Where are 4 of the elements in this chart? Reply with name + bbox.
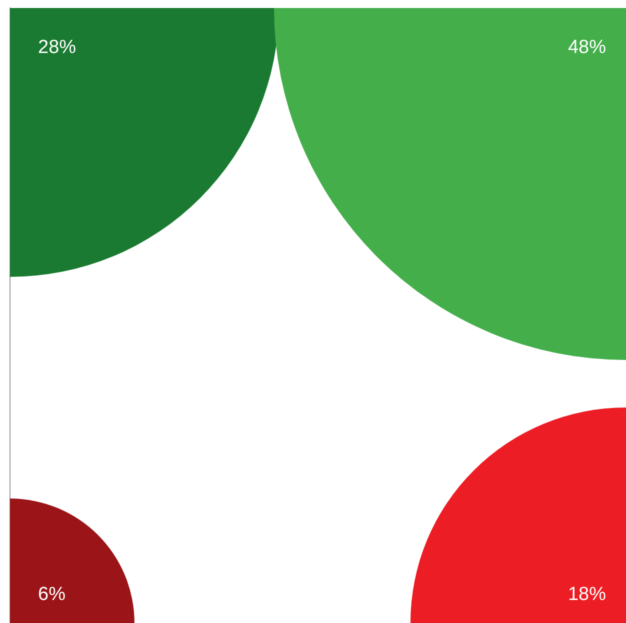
data-label: 48% [568, 37, 606, 58]
data-label: 28% [38, 37, 76, 58]
data-label: 18% [568, 584, 606, 606]
data-label: 6% [38, 584, 66, 606]
